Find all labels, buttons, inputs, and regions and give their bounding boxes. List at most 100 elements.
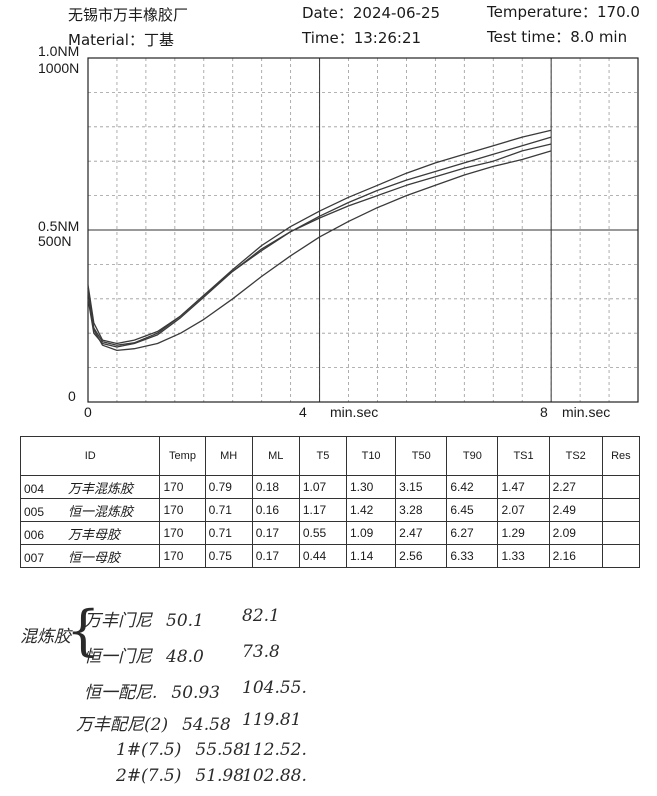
cell-mh: 0.75 (204, 544, 253, 568)
cell-t90: 6.42 (446, 475, 499, 499)
cell-t5: 1.07 (298, 475, 348, 499)
temperature-label: Temperature：170.0 (487, 3, 640, 21)
handwritten-value-2: 119.81 (242, 710, 302, 730)
series-line-1 (87, 129, 552, 345)
col-header-mh: MH (204, 436, 253, 476)
sample-id: 005 (24, 504, 45, 519)
cell-t10: 1.30 (345, 475, 397, 499)
y-axis-mid-n-label: 500N (38, 233, 72, 249)
col-header-res: Res (601, 436, 641, 476)
x-tick-0: 0 (84, 404, 92, 420)
y-axis-top-n-label: 1000N (38, 60, 80, 76)
handwritten-brace: { (66, 599, 101, 662)
cell-temp: 170 (159, 475, 206, 499)
cell-id: 005 恒一混炼胶 (19, 498, 161, 522)
handwritten-value-1: 48.0 (166, 647, 204, 667)
cell-ts2: 2.16 (548, 544, 603, 568)
cell-mh: 0.79 (204, 475, 253, 499)
sample-id: 006 (24, 527, 45, 542)
cell-mh: 0.71 (204, 498, 253, 522)
company-name: 无锡市万丰橡胶厂 (68, 6, 189, 24)
cell-ml: 0.17 (251, 544, 300, 568)
cell-res (601, 475, 641, 499)
handwritten-value-2: 73.8 (242, 642, 280, 662)
handwritten-value-1: 54.58 (182, 715, 231, 735)
cell-t90: 6.33 (446, 544, 499, 568)
cell-ts1: 1.29 (497, 521, 550, 545)
y-axis-mid-nm-label: 0.5NM (38, 218, 80, 234)
handwritten-value-2: 112.52. (242, 740, 307, 760)
col-header-ts1: TS1 (497, 436, 550, 476)
col-header-t90: T90 (446, 436, 499, 476)
handwritten-label: 恒一配尼. (84, 683, 158, 703)
handwritten-line: 恒一配尼. 50.93 104.55. (84, 678, 307, 703)
handwritten-value-1: 55.58 (195, 740, 245, 760)
cell-t90: 6.45 (446, 498, 499, 522)
chart-curves (87, 129, 552, 352)
cell-t5: 0.55 (298, 521, 348, 545)
handwritten-label: 1#(7.5) (116, 740, 182, 760)
handwritten-line: 万丰门尼 50.1 82.1 (84, 606, 280, 631)
test-time-label: Test time：8.0 min (487, 28, 628, 46)
x-tick-8: 8 (540, 404, 548, 420)
y-axis-top-nm-label: 1.0NM (38, 43, 80, 59)
handwritten-value-2: 82.1 (242, 606, 280, 626)
table-row: 005 恒一混炼胶 170 0.71 0.16 1.17 1.42 3.28 6.45 2.07 2… (19, 498, 641, 522)
cell-t10: 1.09 (345, 521, 397, 545)
series-line-3 (87, 136, 552, 346)
cell-t5: 1.17 (298, 498, 348, 522)
cell-ml: 0.18 (251, 475, 300, 499)
handwritten-line: 万丰配尼(2) 54.58 119.81 (76, 710, 301, 735)
cell-id: 007 恒一母胶 (19, 544, 161, 568)
sample-note-handwritten: 万丰混炼胶 (68, 481, 134, 497)
cell-ml: 0.16 (251, 498, 300, 522)
handwritten-value-1: 50.1 (166, 611, 204, 631)
handwritten-label: 万丰配尼(2) (76, 715, 169, 735)
handwritten-value-1: 50.93 (171, 683, 221, 703)
handwritten-value-2: 104.55. (242, 678, 307, 698)
table-header-row: ID Temp MH ML T5 T10 T50 T90 TS1 TS2 Res (19, 436, 641, 476)
results-table: ID Temp MH ML T5 T10 T50 T90 TS1 TS2 Res… (19, 436, 641, 568)
col-header-ts2: TS2 (548, 436, 603, 476)
handwritten-line: 恒一门尼 48.0 73.8 (84, 642, 280, 667)
date-label: Date：2024-06-25 (302, 4, 441, 22)
col-header-t10: T10 (345, 436, 397, 476)
cell-ts1: 1.47 (497, 475, 550, 499)
col-header-id: ID (19, 436, 161, 476)
cell-temp: 170 (159, 521, 206, 545)
handwritten-label: 恒一门尼 (84, 647, 152, 667)
cell-t50: 3.15 (395, 475, 448, 499)
series-line-2 (87, 143, 552, 348)
cell-res (601, 498, 641, 522)
plot-frame (87, 57, 639, 403)
sample-id: 004 (24, 481, 45, 496)
handwritten-value-2: 102.88. (242, 766, 307, 786)
cell-ts2: 2.09 (548, 521, 603, 545)
cell-t50: 2.56 (395, 544, 448, 568)
table-row: 004 万丰混炼胶 170 0.79 0.18 1.07 1.30 3.15 6.42 1.47 2… (19, 475, 641, 499)
cell-temp: 170 (159, 544, 206, 568)
cell-ts1: 1.33 (497, 544, 550, 568)
cell-t90: 6.27 (446, 521, 499, 545)
cell-temp: 170 (159, 498, 206, 522)
table-row: 007 恒一母胶 170 0.75 0.17 0.44 1.14 2.56 6.33 1.33 2.… (19, 544, 641, 568)
cell-id: 006 万丰母胶 (19, 521, 161, 545)
handwritten-line: 1#(7.5) 55.58 112.52. (116, 740, 307, 760)
sample-note-handwritten: 万丰母胶 (68, 527, 121, 543)
chart-grid (87, 57, 639, 403)
y-axis-zero-label: 0 (68, 388, 76, 404)
cell-t10: 1.42 (345, 498, 397, 522)
handwritten-value-1: 51.98 (195, 766, 245, 786)
handwritten-group-label: 混炼胶 (20, 627, 71, 647)
cell-t50: 2.47 (395, 521, 448, 545)
series-line-4 (87, 150, 552, 352)
cell-id: 004 万丰混炼胶 (19, 475, 161, 499)
time-label: Time：13:26:21 (302, 29, 422, 47)
x-tick-4: 4 (299, 404, 307, 420)
col-header-t50: T50 (395, 436, 448, 476)
cell-ts2: 2.27 (548, 475, 603, 499)
cell-mh: 0.71 (204, 521, 253, 545)
rheometer-curve-chart (87, 57, 639, 403)
table-row: 006 万丰母胶 170 0.71 0.17 0.55 1.09 2.47 6.27 1.29 2.… (19, 521, 641, 545)
col-header-temp: Temp (159, 436, 206, 476)
